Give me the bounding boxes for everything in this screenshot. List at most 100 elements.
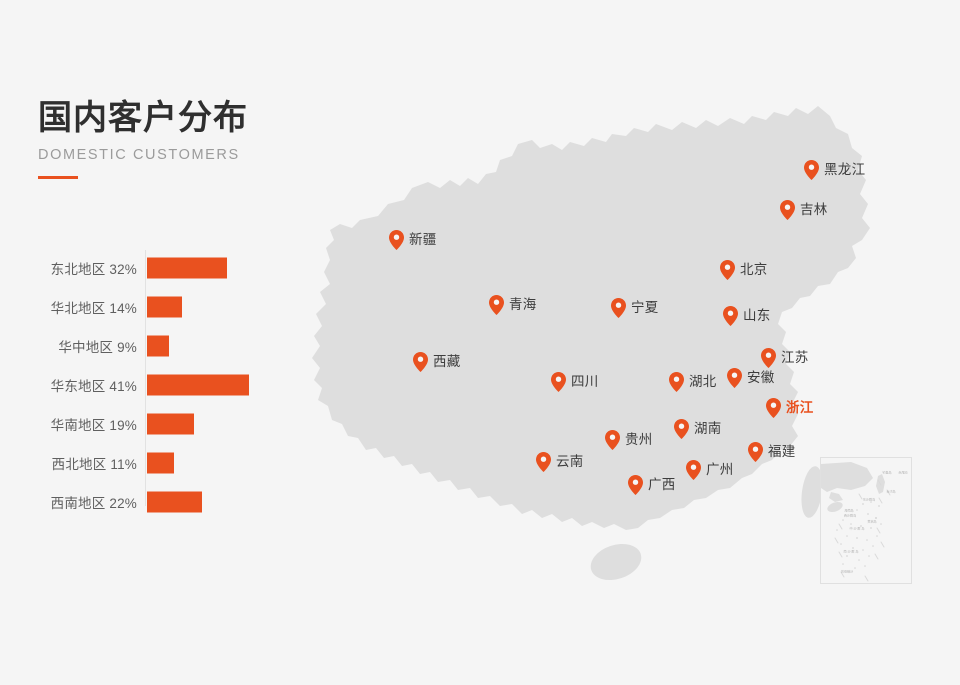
- map-marker[interactable]: 福建: [748, 442, 796, 462]
- bar-row-label: 华中地区 9%: [58, 339, 137, 355]
- map-marker[interactable]: 湖北: [669, 372, 717, 392]
- map-marker[interactable]: 贵州: [605, 430, 653, 450]
- map-marker-label: 四川: [571, 373, 599, 389]
- map-marker-label: 广州: [706, 461, 734, 477]
- bar-fill: [147, 491, 202, 512]
- map-marker[interactable]: 浙江: [766, 398, 814, 418]
- location-pin-icon: [551, 372, 566, 392]
- bar-rows-container: 东北地区 32% 华北地区 14% 华中地区 9% 华东地区 41% 华南地区 19% 西…: [0, 248, 300, 521]
- location-pin-icon: [761, 348, 776, 368]
- inset-island-label: 南 沙 群 岛: [843, 549, 859, 554]
- header-block: 国内客户分布 DOMESTIC CUSTOMERS: [38, 96, 248, 179]
- map-marker[interactable]: 安徽: [727, 368, 775, 388]
- map-marker-label: 湖南: [694, 420, 722, 436]
- bar-row-label: 西南地区 22%: [50, 495, 137, 511]
- map-marker[interactable]: 吉林: [780, 200, 828, 220]
- bar-row: 华南地区 19%: [0, 404, 300, 443]
- bar-track: [147, 452, 175, 473]
- bar-fill: [147, 452, 175, 473]
- location-pin-icon: [536, 452, 551, 472]
- map-marker[interactable]: 北京: [720, 260, 768, 280]
- location-pin-icon: [413, 352, 428, 372]
- map-marker[interactable]: 青海: [489, 295, 537, 315]
- inset-island-label: 海南岛: [844, 508, 854, 513]
- map-marker-label: 浙江: [786, 399, 814, 415]
- bar-fill: [147, 296, 182, 317]
- map-marker[interactable]: 西藏: [413, 352, 461, 372]
- map-marker-label: 西藏: [433, 353, 461, 369]
- map-marker[interactable]: 广州: [686, 460, 734, 480]
- inset-island-label: 中 沙 群 岛: [849, 526, 865, 531]
- inset-islands-shapes: [821, 462, 891, 582]
- location-pin-icon: [720, 260, 735, 280]
- map-marker-label: 黑龙江: [824, 161, 866, 177]
- bar-track: [147, 491, 202, 512]
- bar-row: 西北地区 11%: [0, 443, 300, 482]
- bar-fill: [147, 335, 170, 356]
- map-marker[interactable]: 广西: [628, 475, 676, 495]
- location-pin-icon: [389, 230, 404, 250]
- bar-row: 华中地区 9%: [0, 326, 300, 365]
- inset-island-label: 赤尾屿: [898, 470, 908, 475]
- south-china-sea-inset: 钓鱼岛 赤尾屿 台湾岛 东沙群岛 海南岛 西沙群岛 黄岩岛中 沙 群 岛南 沙 群 岛曾母暗…: [820, 457, 912, 584]
- bar-row-label: 华东地区 41%: [50, 378, 137, 394]
- map-marker-label: 安徽: [747, 369, 775, 385]
- location-pin-icon: [804, 160, 819, 180]
- map-marker-label: 山东: [743, 307, 771, 323]
- map-marker[interactable]: 四川: [551, 372, 599, 392]
- chart-axis-line: [145, 250, 146, 506]
- map-marker-label: 湖北: [689, 373, 717, 389]
- map-marker-label: 北京: [740, 261, 768, 277]
- bar-row: 华北地区 14%: [0, 287, 300, 326]
- map-marker-label: 贵州: [625, 431, 653, 447]
- location-pin-icon: [686, 460, 701, 480]
- bar-track: [147, 335, 170, 356]
- map-marker[interactable]: 湖南: [674, 419, 722, 439]
- bar-track: [147, 296, 182, 317]
- bar-fill: [147, 257, 227, 278]
- bar-row: 华东地区 41%: [0, 365, 300, 404]
- inset-island-label: 黄岩岛: [867, 519, 877, 524]
- map-marker-label: 宁夏: [631, 299, 659, 315]
- map-marker-label: 青海: [509, 296, 537, 312]
- inset-island-label: 东沙群岛: [862, 497, 876, 502]
- map-marker-label: 新疆: [409, 231, 437, 247]
- location-pin-icon: [723, 306, 738, 326]
- map-marker[interactable]: 云南: [536, 452, 584, 472]
- location-pin-icon: [674, 419, 689, 439]
- map-marker-label: 云南: [556, 453, 584, 469]
- page-subtitle: DOMESTIC CUSTOMERS: [38, 147, 240, 163]
- bar-row-label: 东北地区 32%: [50, 261, 137, 277]
- china-map: 新疆青海 宁夏西藏四川云南 贵州广西 湖南 湖北广州 安徽 江苏浙江福建 山东 北京 吉林 黑龙江: [300, 100, 940, 620]
- bar-track: [147, 257, 227, 278]
- map-marker[interactable]: 新疆: [389, 230, 437, 250]
- bar-row-label: 华南地区 19%: [50, 417, 137, 433]
- map-marker[interactable]: 江苏: [761, 348, 809, 368]
- bar-row-label: 西北地区 11%: [51, 456, 137, 472]
- location-pin-icon: [669, 372, 684, 392]
- bar-row: 西南地区 22%: [0, 482, 300, 521]
- region-bar-chart: 东北地区 32% 华北地区 14% 华中地区 9% 华东地区 41% 华南地区 19% 西…: [0, 248, 300, 521]
- map-marker-label: 广西: [648, 476, 676, 492]
- bar-track: [147, 374, 249, 395]
- location-pin-icon: [766, 398, 781, 418]
- map-marker-label: 福建: [768, 443, 796, 459]
- map-marker[interactable]: 黑龙江: [804, 160, 865, 180]
- location-pin-icon: [727, 368, 742, 388]
- inset-island-label: 台湾岛: [886, 489, 896, 494]
- location-pin-icon: [605, 430, 620, 450]
- location-pin-icon: [780, 200, 795, 220]
- inset-island-label: 曾母暗沙: [840, 569, 854, 574]
- bar-row-label: 华北地区 14%: [50, 300, 137, 316]
- map-marker-label: 江苏: [781, 349, 809, 365]
- page-title: 国内客户分布: [38, 99, 248, 137]
- location-pin-icon: [628, 475, 643, 495]
- map-marker[interactable]: 山东: [723, 306, 771, 326]
- china-map-silhouette: [312, 106, 870, 581]
- accent-divider: [38, 176, 78, 179]
- location-pin-icon: [611, 298, 626, 318]
- map-marker-label: 吉林: [800, 201, 828, 217]
- map-marker[interactable]: 宁夏: [611, 298, 659, 318]
- bar-track: [147, 413, 195, 434]
